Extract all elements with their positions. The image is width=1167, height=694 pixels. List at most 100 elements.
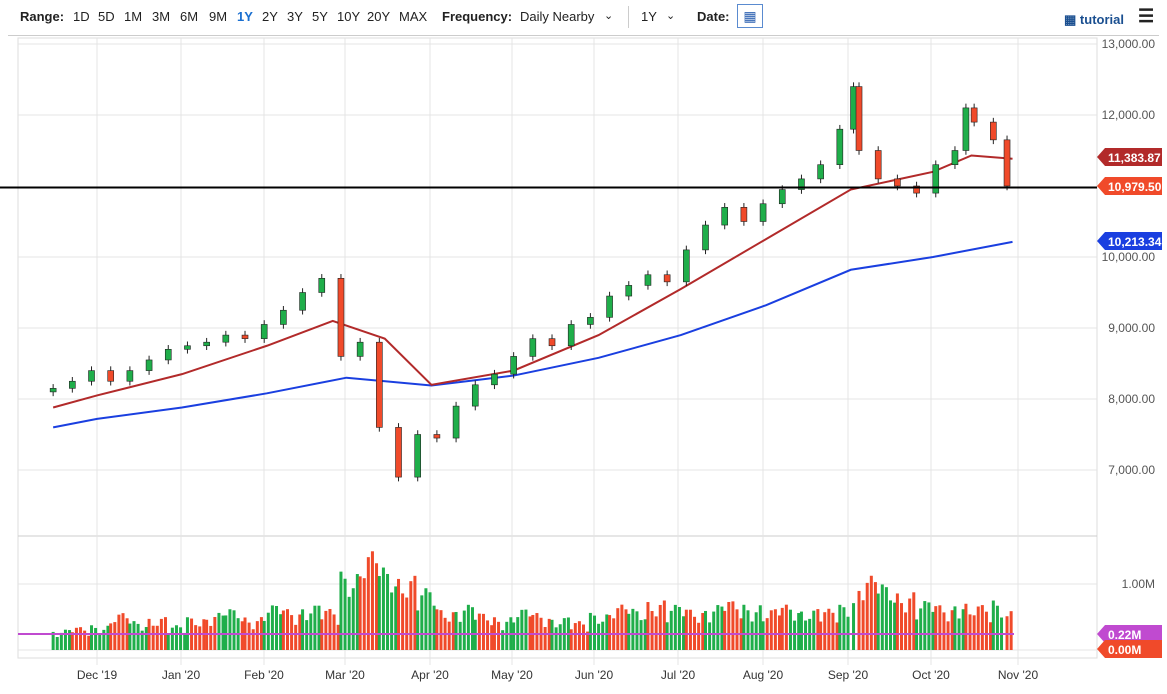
- calendar-icon[interactable]: ▦: [737, 4, 763, 28]
- candle-body: [548, 338, 556, 347]
- volume-bar: [569, 629, 573, 650]
- range-3m[interactable]: 3M: [152, 9, 171, 24]
- candle-body: [855, 86, 863, 151]
- x-tick-label: Dec '19: [77, 668, 118, 682]
- volume-bar: [255, 621, 259, 650]
- volume-bar: [861, 600, 865, 650]
- volume-bar: [447, 621, 451, 650]
- range-6m[interactable]: 6M: [180, 9, 199, 24]
- volume-bar: [624, 609, 628, 650]
- volume-bar: [51, 631, 55, 650]
- tutorial-button[interactable]: ▦ tutorial: [1064, 12, 1124, 28]
- chevron-down-icon[interactable]: ⌄: [604, 10, 614, 22]
- volume-bar: [750, 621, 754, 650]
- range-5d[interactable]: 5D: [98, 9, 115, 24]
- candle-body: [951, 150, 959, 165]
- volume-bar: [94, 627, 98, 650]
- volume-bar: [784, 604, 788, 650]
- volume-bar: [63, 629, 67, 650]
- volume-bar: [934, 606, 938, 650]
- volume-bar: [908, 598, 912, 650]
- period-select[interactable]: 1Y: [641, 9, 657, 24]
- volume-bar: [262, 620, 266, 650]
- candle-body: [850, 86, 857, 130]
- film-icon: ▦: [1064, 12, 1077, 27]
- volume-bar: [336, 624, 340, 650]
- candle-body: [702, 224, 709, 251]
- candle-body: [990, 121, 997, 141]
- volume-bar: [432, 605, 436, 650]
- volume-bar: [635, 611, 639, 650]
- hamburger-icon[interactable]: ☰: [1138, 6, 1155, 26]
- volume-bar: [328, 608, 332, 650]
- volume-bar: [343, 578, 347, 650]
- volume-bar: [688, 609, 692, 650]
- volume-bar: [59, 632, 63, 650]
- volume-bar: [386, 573, 390, 650]
- candle-body: [740, 207, 748, 222]
- volume-bar: [294, 624, 298, 650]
- volume-bar: [712, 611, 716, 650]
- y-tick-label: 8,000.00: [1108, 392, 1155, 406]
- volume-bar: [332, 614, 336, 650]
- volume-bar: [758, 605, 762, 650]
- volume-bar: [339, 571, 343, 650]
- range-1d[interactable]: 1D: [73, 9, 90, 24]
- chevron-down-icon[interactable]: ⌄: [666, 10, 676, 22]
- candle-body: [49, 388, 57, 393]
- toolbar: Range: 1D 5D 1M 3M 6M 9M 1Y 2Y 3Y 5Y 10Y 20Y MAX Fre…: [0, 0, 1167, 34]
- range-20y[interactable]: 20Y: [367, 9, 391, 24]
- volume-bar: [639, 620, 643, 650]
- volume-bar: [362, 578, 366, 650]
- volume-bar: [558, 624, 562, 650]
- volume-bar: [413, 575, 417, 650]
- volume-bar: [586, 631, 590, 650]
- range-9m[interactable]: 9M: [209, 9, 228, 24]
- candle-body: [318, 277, 326, 293]
- volume-bar: [377, 576, 381, 650]
- volume-bar: [946, 621, 950, 650]
- volume-bar: [90, 625, 94, 650]
- volume-bar: [731, 601, 735, 650]
- candle-body: [376, 341, 383, 428]
- volume-bar: [309, 613, 313, 650]
- candle-body: [625, 285, 633, 297]
- volume-bar: [505, 621, 509, 650]
- volume-bar: [704, 610, 708, 650]
- volume-bar: [769, 610, 773, 650]
- volume-bar: [347, 596, 351, 650]
- volume-bar: [827, 608, 831, 650]
- range-10y[interactable]: 10Y: [337, 9, 361, 24]
- volume-bar: [942, 612, 946, 650]
- volume-bar: [166, 633, 170, 650]
- volume-bar: [919, 608, 923, 650]
- range-max[interactable]: MAX: [399, 9, 428, 24]
- volume-bar: [904, 612, 908, 650]
- volume-bar: [927, 602, 931, 650]
- volume-bar: [708, 622, 712, 650]
- volume-bar: [677, 607, 681, 650]
- range-5y[interactable]: 5Y: [312, 9, 328, 24]
- range-1m[interactable]: 1M: [124, 9, 143, 24]
- volume-bar: [466, 604, 470, 650]
- x-tick-label: Feb '20: [244, 668, 284, 682]
- candle-body: [299, 292, 306, 311]
- x-tick-label: Nov '20: [998, 668, 1039, 682]
- volume-bar: [136, 623, 140, 650]
- volume-bar: [819, 621, 823, 650]
- range-2y[interactable]: 2Y: [262, 9, 278, 24]
- volume-bar: [470, 607, 474, 650]
- candle-body: [894, 178, 901, 187]
- candle-body: [452, 405, 460, 439]
- x-tick-label: Apr '20: [411, 668, 449, 682]
- volume-bar: [183, 632, 187, 650]
- frequency-select[interactable]: Daily Nearby: [520, 9, 595, 24]
- volume-bar: [646, 602, 650, 650]
- range-1y[interactable]: 1Y: [237, 9, 253, 24]
- range-3y[interactable]: 3Y: [287, 9, 303, 24]
- volume-bar: [424, 588, 428, 650]
- x-tick-label: May '20: [491, 668, 533, 682]
- candle-body: [126, 370, 134, 382]
- volume-bar: [852, 603, 856, 650]
- candle-body: [222, 334, 230, 343]
